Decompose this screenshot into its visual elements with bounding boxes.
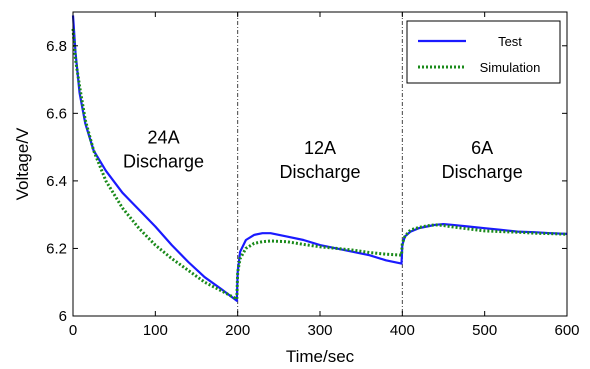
- series-layer: [71, 15, 568, 302]
- legend-label-simulation: Simulation: [480, 60, 541, 75]
- segment-annotation: 12A Discharge: [279, 138, 360, 182]
- annotation-line: 6A: [471, 138, 493, 158]
- series-line-test: [71, 15, 568, 302]
- annotation-line: 12A: [304, 138, 336, 158]
- x-tick-label: 500: [472, 322, 497, 339]
- segment-annotation: 24A Discharge: [123, 128, 204, 172]
- annotation-line: Discharge: [123, 152, 204, 172]
- x-tick-label: 600: [554, 322, 579, 339]
- segment-annotation: 6A Discharge: [442, 138, 523, 182]
- y-tick-label: 6.4: [46, 173, 67, 190]
- x-axis-label: Time/sec: [286, 347, 355, 366]
- x-tick-label: 100: [143, 322, 168, 339]
- x-axis-ticks: 0 100 200 300 400 500 600: [69, 12, 580, 339]
- y-tick-label: 6: [59, 308, 67, 325]
- legend-box: [406, 20, 561, 84]
- annotations: 24A Discharge 12A Discharge 6A Discharge: [123, 128, 523, 182]
- x-tick-label: 300: [307, 322, 332, 339]
- legend-label-test: Test: [498, 34, 522, 49]
- y-axis-ticks: 6 6.2 6.4 6.6 6.8: [46, 38, 567, 325]
- annotation-line: Discharge: [442, 162, 523, 182]
- x-tick-label: 400: [390, 322, 415, 339]
- y-tick-label: 6.2: [46, 240, 67, 257]
- y-axis-label: Voltage/V: [13, 127, 32, 200]
- annotation-line: 24A: [148, 128, 180, 148]
- y-tick-label: 6.8: [46, 38, 67, 55]
- x-tick-label: 0: [69, 322, 77, 339]
- y-tick-label: 6.6: [46, 105, 67, 122]
- x-tick-label: 200: [225, 322, 250, 339]
- series-line-simulation: [71, 28, 568, 301]
- annotation-line: Discharge: [279, 162, 360, 182]
- legend: Test Simulation: [406, 20, 561, 84]
